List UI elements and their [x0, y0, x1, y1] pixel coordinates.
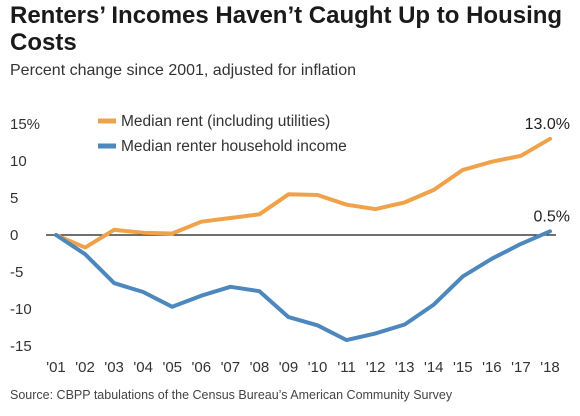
legend: Median rent (including utilities) Median …	[98, 113, 347, 155]
y-tick-label: -5	[10, 264, 23, 281]
legend-label: Median renter household income	[121, 138, 347, 155]
legend-label: Median rent (including utilities)	[121, 113, 330, 130]
x-tick-label: '10	[308, 359, 328, 376]
x-tick-label: '11	[337, 359, 355, 376]
x-axis-ticks: '01 '02 '03 '04 '05 '06 '07 '08 '09 '10 '11 '12 '13 '…	[46, 359, 560, 376]
y-tick-label: -10	[10, 301, 32, 318]
x-tick-label: '03	[104, 359, 124, 376]
source-note: Source: CBPP tabulations of the Census B…	[10, 388, 453, 402]
x-tick-label: '18	[540, 359, 560, 376]
y-tick-label: 15%	[10, 116, 40, 133]
x-tick-label: '09	[279, 359, 299, 376]
series-line-median-rent	[54, 136, 552, 250]
y-tick-label: 10	[10, 153, 27, 170]
end-label-median-rent: 13.0%	[525, 116, 570, 133]
chart-subtitle: Percent change since 2001, adjusted for …	[10, 62, 357, 79]
x-tick-label: '02	[75, 359, 95, 376]
chart-title: Renters’ Incomes Haven’t Caught Up to Ho…	[10, 2, 563, 56]
end-label-median-income: 0.5%	[534, 208, 570, 225]
x-tick-label: '07	[221, 359, 241, 376]
x-tick-label: '15	[453, 359, 473, 376]
x-tick-label: '01	[46, 359, 66, 376]
x-tick-label: '16	[482, 359, 502, 376]
x-tick-label: '05	[162, 359, 182, 376]
x-tick-label: '04	[133, 359, 153, 376]
y-tick-label: 0	[10, 227, 18, 244]
x-tick-label: '08	[250, 359, 270, 376]
x-tick-label: '14	[424, 359, 444, 376]
x-tick-label: '13	[395, 359, 415, 376]
x-tick-label: '12	[366, 359, 386, 376]
series-lines	[54, 136, 552, 343]
y-tick-label: 5	[10, 190, 18, 207]
series-line-median-income	[54, 229, 552, 343]
y-tick-label: -15	[10, 338, 32, 355]
x-tick-label: '17	[511, 359, 531, 376]
x-tick-label: '06	[192, 359, 212, 376]
end-labels: 13.0% 0.5%	[525, 116, 570, 226]
y-axis-ticks: 15% 10 5 0 -5 -10 -15	[10, 116, 40, 355]
